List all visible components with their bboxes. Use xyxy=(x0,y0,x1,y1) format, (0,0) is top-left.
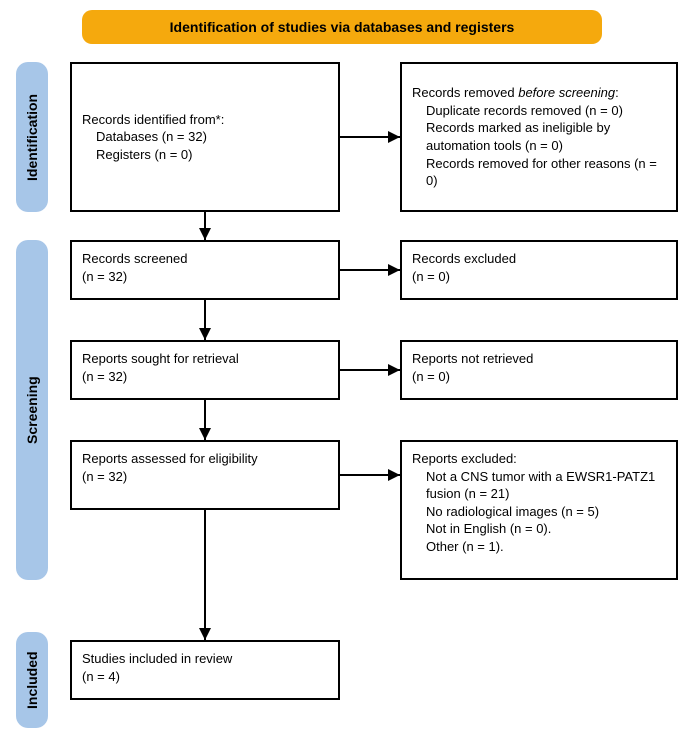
prisma-flowchart: Identification of studies via databases … xyxy=(0,0,700,754)
box-line: Duplicate records removed (n = 0) xyxy=(426,102,666,120)
box-line: Databases (n = 32) xyxy=(96,128,328,146)
box-line: Other (n = 1). xyxy=(426,538,666,556)
box-title: Reports assessed for eligibility xyxy=(82,450,328,468)
box-title: Reports not retrieved xyxy=(412,350,666,368)
box-line: Not in English (n = 0). xyxy=(426,520,666,538)
stage-identification: Identification xyxy=(16,62,48,212)
box-title: Records excluded xyxy=(412,250,666,268)
stage-screening: Screening xyxy=(16,240,48,580)
box-assessed: Reports assessed for eligibility(n = 32) xyxy=(70,440,340,510)
box-excluded_reasons: Reports excluded:Not a CNS tumor with a … xyxy=(400,440,678,580)
box-included_studies: Studies included in review(n = 4) xyxy=(70,640,340,700)
box-line: Records marked as ineligible by automati… xyxy=(426,119,666,154)
box-title: Records removed before screening: xyxy=(412,84,666,102)
box-removed_before: Records removed before screening:Duplica… xyxy=(400,62,678,212)
box-line: (n = 0) xyxy=(412,368,666,386)
box-line: (n = 4) xyxy=(82,668,328,686)
box-line: (n = 32) xyxy=(82,268,328,286)
box-not_retrieved: Reports not retrieved(n = 0) xyxy=(400,340,678,400)
banner-title: Identification of studies via databases … xyxy=(82,10,602,44)
box-line: (n = 32) xyxy=(82,468,328,486)
box-line: Not a CNS tumor with a EWSR1-PATZ1 fusio… xyxy=(426,468,666,503)
box-title: Studies included in review xyxy=(82,650,328,668)
box-line: No radiological images (n = 5) xyxy=(426,503,666,521)
box-screened: Records screened(n = 32) xyxy=(70,240,340,300)
box-title: Reports sought for retrieval xyxy=(82,350,328,368)
box-title: Records identified from*: xyxy=(82,111,328,129)
box-title: Reports excluded: xyxy=(412,450,666,468)
stage-included: Included xyxy=(16,632,48,728)
box-line: (n = 0) xyxy=(412,268,666,286)
box-excluded: Records excluded(n = 0) xyxy=(400,240,678,300)
box-line: Registers (n = 0) xyxy=(96,146,328,164)
box-title: Records screened xyxy=(82,250,328,268)
box-line: Records removed for other reasons (n = 0… xyxy=(426,155,666,190)
box-identified: Records identified from*:Databases (n = … xyxy=(70,62,340,212)
box-sought: Reports sought for retrieval(n = 32) xyxy=(70,340,340,400)
box-line: (n = 32) xyxy=(82,368,328,386)
